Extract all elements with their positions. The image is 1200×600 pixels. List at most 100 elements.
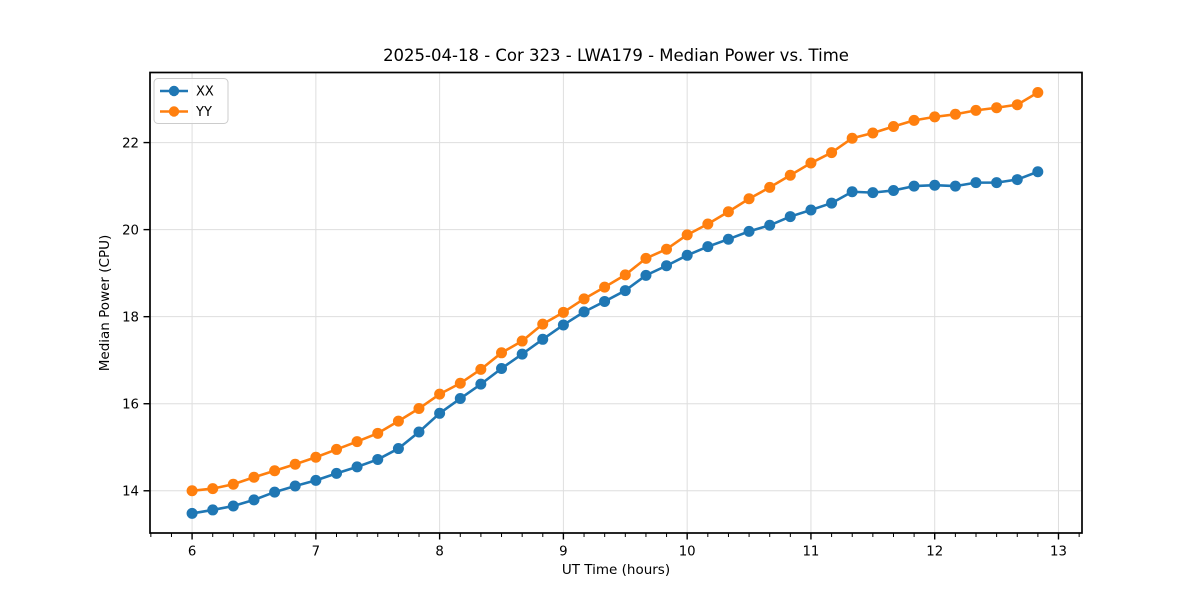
series-yy-marker <box>805 157 817 169</box>
series-yy-marker <box>351 436 363 448</box>
series-xx-marker <box>929 179 941 191</box>
series-yy-marker <box>640 252 652 264</box>
chart-title: 2025-04-18 - Cor 323 - LWA179 - Median P… <box>383 46 849 65</box>
series-xx-marker <box>784 211 796 223</box>
series-yy-marker <box>991 102 1003 114</box>
y-tick-label: 14 <box>122 485 139 500</box>
series-yy-marker <box>578 293 590 305</box>
series-xx-marker <box>454 393 466 405</box>
x-tick-label: 9 <box>559 545 567 560</box>
series-xx-marker <box>289 480 301 492</box>
series-xx-marker <box>248 494 260 506</box>
series-xx-marker <box>392 443 404 455</box>
series-yy-marker <box>599 281 611 293</box>
series-xx-marker <box>660 260 672 272</box>
series-xx-marker <box>599 295 611 307</box>
y-axis-label: Median Power (CPU) <box>97 234 113 372</box>
series-yy-marker <box>186 485 198 497</box>
series-xx-marker <box>887 184 899 196</box>
legend-sample-marker <box>168 85 180 97</box>
series-yy-marker <box>784 169 796 181</box>
series-yy-marker <box>557 306 569 318</box>
series-yy-marker <box>764 181 776 193</box>
series-xx-marker <box>640 269 652 281</box>
series-xx-marker <box>434 407 446 419</box>
series-yy-marker <box>1032 87 1044 99</box>
series-yy-marker <box>496 347 508 359</box>
series-yy-marker <box>619 269 631 281</box>
series-yy-marker <box>289 458 301 470</box>
x-tick-label: 12 <box>926 545 943 560</box>
series-xx-marker <box>846 186 858 198</box>
series-xx-marker <box>227 500 239 512</box>
series-xx-marker <box>702 241 714 253</box>
series-yy-marker <box>681 229 693 241</box>
series-xx-marker <box>991 177 1003 189</box>
x-tick-label: 7 <box>312 545 320 560</box>
series-yy-marker <box>970 104 982 116</box>
series-yy-marker <box>887 120 899 132</box>
series-xx-marker <box>1032 166 1044 178</box>
series-xx-line <box>190 170 1040 515</box>
y-tick-label: 22 <box>122 136 139 151</box>
series-xx-marker <box>970 177 982 189</box>
series-yy-marker <box>413 403 425 415</box>
legend-sample-marker <box>168 106 180 117</box>
plot-frame <box>149 71 1083 534</box>
series-xx-marker <box>1011 174 1023 186</box>
series-xx-marker <box>949 180 961 192</box>
legend-item-label: YY <box>195 105 212 120</box>
series-yy-marker <box>248 471 260 483</box>
series-yy-marker <box>392 415 404 427</box>
y-tick-label: 18 <box>122 310 139 325</box>
series-xx-marker <box>743 225 755 237</box>
series-yy-marker <box>434 388 446 400</box>
series-xx-marker <box>496 362 508 374</box>
x-axis-label: UT Time (hours) <box>561 562 671 578</box>
series-xx-marker <box>764 219 776 231</box>
series-yy-marker <box>516 335 528 347</box>
series-yy-marker <box>846 132 858 144</box>
y-tick-label: 20 <box>122 223 139 238</box>
series-yy-marker <box>826 147 838 159</box>
series-xx-marker <box>310 474 322 486</box>
series-yy-line <box>190 91 1040 493</box>
series-xx-marker <box>537 333 549 345</box>
x-tick-label: 11 <box>802 545 819 560</box>
series-xx-marker <box>826 197 838 209</box>
series-xx-marker <box>331 467 343 479</box>
x-tick-label: 6 <box>188 545 196 560</box>
series-xx-marker <box>867 187 879 199</box>
series-yy-marker <box>929 111 941 123</box>
series-yy-marker <box>702 218 714 230</box>
series-yy-marker <box>660 243 672 255</box>
series-xx-marker <box>186 507 198 519</box>
series-yy-marker <box>207 483 219 495</box>
series-yy-marker <box>269 465 281 477</box>
legend-item-label: XX <box>196 85 214 100</box>
series-yy-marker <box>227 478 239 490</box>
x-tick-label: 10 <box>679 545 696 560</box>
legend-box <box>153 78 229 124</box>
series-xx-marker <box>722 233 734 245</box>
series-yy-marker <box>949 108 961 120</box>
series-xx-marker <box>578 306 590 318</box>
series-xx-marker <box>619 285 631 297</box>
series-yy-marker <box>372 427 384 439</box>
series-yy-marker <box>331 443 343 455</box>
series-yy-marker <box>454 377 466 389</box>
series-yy-marker <box>722 206 734 218</box>
series-yy-marker <box>743 193 755 205</box>
series-yy-marker <box>1011 99 1023 111</box>
series-yy-marker <box>908 114 920 126</box>
series-xx-marker <box>681 249 693 261</box>
x-tick-label: 13 <box>1050 545 1067 560</box>
series-yy-marker <box>475 363 487 375</box>
series-xx-marker <box>351 461 363 473</box>
series-xx-marker <box>805 204 817 216</box>
y-tick-label: 16 <box>122 398 139 413</box>
series-yy-marker <box>537 318 549 330</box>
series-yy-marker <box>867 127 879 139</box>
